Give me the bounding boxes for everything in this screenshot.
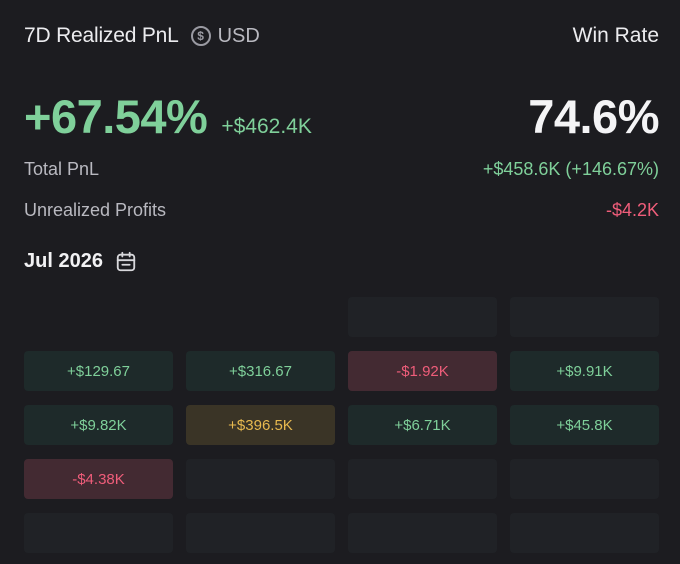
calendar-day-cell[interactable]: -$1.92K [348, 351, 497, 391]
calendar-day-cell[interactable]: +$316.67 [186, 351, 335, 391]
realized-usd: +$462.4K [221, 115, 312, 138]
calendar-day-cell[interactable] [510, 297, 659, 337]
pnl-calendar-grid: +$129.67 +$316.67 -$1.92K +$9.91K +$9.82K +$3… [24, 297, 659, 553]
calendar-day-cell[interactable] [24, 513, 173, 553]
calendar-day-cell[interactable] [348, 459, 497, 499]
usd-coin-icon: $ [190, 26, 211, 46]
total-pnl-label: Total PnL [24, 158, 100, 179]
calendar-day-cell[interactable]: +$45.8K [510, 405, 659, 445]
calendar-day-cell[interactable] [348, 513, 497, 553]
win-rate-label: Win Rate [572, 24, 659, 47]
win-rate-value: 74.6% [528, 90, 659, 143]
panel-title: 7D Realized PnL [24, 24, 179, 47]
calendar-day-cell[interactable]: +$6.71K [348, 405, 497, 445]
summary-row: +67.54% +$462.4K 74.6% [24, 84, 659, 140]
total-pnl-value: +$458.6K (+146.67%) [482, 158, 659, 179]
calendar-day-cell[interactable] [186, 513, 335, 553]
realized-summary: +67.54% +$462.4K [24, 93, 312, 140]
calendar-day-cell[interactable]: +$396.5K [186, 405, 335, 445]
realized-percent: +67.54% [24, 90, 208, 143]
calendar-day-cell[interactable] [510, 459, 659, 499]
calendar-day-cell[interactable] [510, 513, 659, 553]
currency-label: USD [217, 24, 260, 47]
month-label: Jul 2026 [24, 250, 103, 272]
month-selector[interactable]: Jul 2026 [24, 250, 137, 273]
calendar-day-cell[interactable]: +$129.67 [24, 351, 173, 391]
unrealized-profits-label: Unrealized Profits [24, 199, 167, 220]
header-left: 7D Realized PnL $ USD [24, 24, 260, 48]
calendar-day-cell[interactable]: +$9.91K [510, 351, 659, 391]
currency-selector[interactable]: $ USD [190, 24, 260, 48]
panel-header: 7D Realized PnL $ USD Win Rate [24, 20, 659, 52]
calendar-day-cell[interactable]: +$9.82K [24, 405, 173, 445]
total-pnl-row: Total PnL +$458.6K (+146.67%) [24, 156, 659, 182]
calendar-icon[interactable] [115, 251, 137, 273]
unrealized-profits-row: Unrealized Profits -$4.2K [24, 197, 659, 223]
unrealized-profits-value: -$4.2K [605, 199, 659, 220]
calendar-day-cell[interactable]: -$4.38K [24, 459, 173, 499]
calendar-day-cell[interactable] [348, 297, 497, 337]
calendar-day-cell[interactable] [186, 459, 335, 499]
